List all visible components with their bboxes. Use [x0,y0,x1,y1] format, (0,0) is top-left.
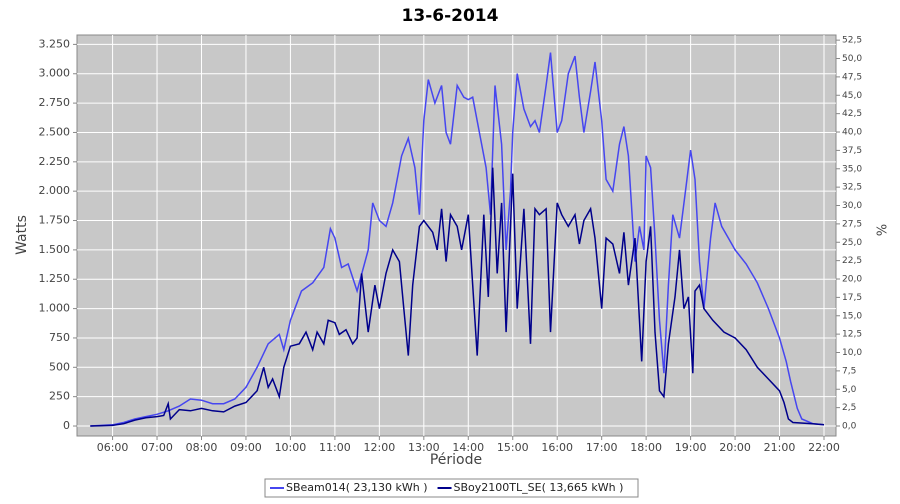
y2-tick-label: 15,0 [842,311,862,321]
y2-tick-label: 2,5 [842,403,856,413]
y2-tick-label: 50,0 [842,54,862,64]
y-tick-label: 2.250 [39,155,71,168]
y2-tick-label: 20,0 [842,275,862,285]
x-tick-label: 16:00 [541,441,573,454]
series-line [90,167,825,427]
y2-tick-label: 40,0 [842,128,862,138]
x-tick-label: 19:00 [675,441,707,454]
y-tick-label: 2.750 [39,96,71,109]
y2-tick-label: 17,5 [842,293,862,303]
y-tick-label: 1.000 [39,302,71,315]
x-tick-label: 12:00 [364,441,396,454]
y2-tick-label: 35,0 [842,164,862,174]
x-tick-label: 08:00 [186,441,218,454]
y-tick-label: 3.250 [39,37,71,50]
x-tick-label: 09:00 [230,441,262,454]
y-axis-label: Watts [14,215,30,255]
y2-tick-label: 25,0 [842,238,862,248]
y2-tick-label: 37,5 [842,146,862,156]
y2-tick-label: 30,0 [842,201,862,211]
y2-tick-label: 5,0 [842,385,857,395]
x-tick-label: 11:00 [319,441,351,454]
y-tick-label: 1.500 [39,243,71,256]
y-tick-label: 1.250 [39,272,71,285]
x-axis-label: Période [430,452,482,468]
x-tick-label: 10:00 [275,441,307,454]
x-tick-label: 22:00 [808,441,840,454]
x-tick-label: 18:00 [630,441,662,454]
x-tick-label: 06:00 [97,441,129,454]
legend-label: SBoy2100TL_SE( 13,665 kWh ) [454,481,624,494]
y-tick-label: 500 [49,360,70,373]
x-tick-label: 15:00 [497,441,529,454]
y-tick-label: 1.750 [39,214,71,227]
y-tick-label: 750 [49,331,70,344]
x-tick-label: 14:00 [452,441,484,454]
y-tick-label: 2.000 [39,184,71,197]
y2-tick-label: 45,0 [842,91,862,101]
y2-tick-label: 0,0 [842,422,857,432]
y2-tick-label: 27,5 [842,219,862,229]
y2-tick-label: 32,5 [842,183,862,193]
x-tick-label: 20:00 [719,441,751,454]
x-tick-label: 07:00 [141,441,173,454]
y2-tick-label: 47,5 [842,72,862,82]
y-tick-label: 3.000 [39,67,71,80]
series-line [90,52,825,427]
y2-tick-label: 12,5 [842,330,862,340]
y2-axis-label: % [873,224,888,236]
y2-tick-label: 52,5 [842,36,862,46]
x-tick-label: 17:00 [586,441,618,454]
plot-area [76,34,837,437]
y-tick-label: 0 [63,419,70,432]
x-tick-label: 13:00 [408,441,440,454]
y2-tick-label: 22,5 [842,256,862,266]
x-tick-label: 21:00 [764,441,796,454]
y2-tick-label: 7,5 [842,366,856,376]
y-tick-label: 2.500 [39,125,71,138]
y2-tick-label: 42,5 [842,109,862,119]
legend-label: SBeam014( 23,130 kWh ) [286,481,428,494]
chart-title: 13-6-2014 [402,6,499,26]
y2-tick-label: 10,0 [842,348,862,358]
y-tick-label: 250 [49,390,70,403]
